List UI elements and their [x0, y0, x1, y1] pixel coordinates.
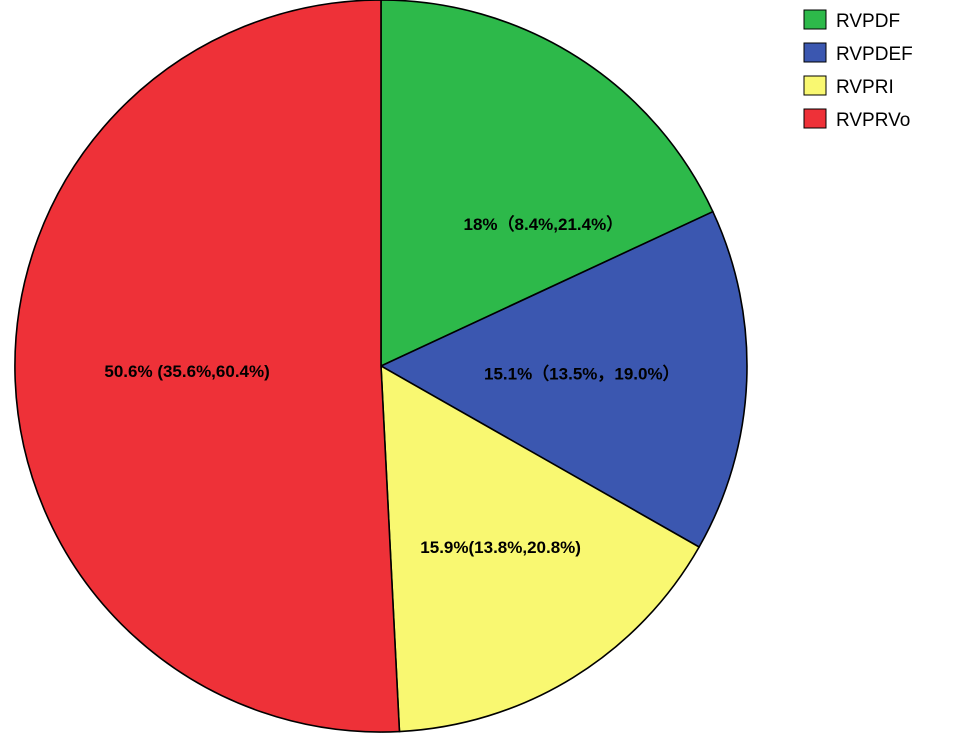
slice-label-rvpri: 15.9%(13.8%,20.8%) — [420, 538, 581, 557]
legend-swatch-rvpri — [803, 75, 827, 96]
pie-slice-rvpdef — [379, 210, 748, 549]
legend-label-rvpdef: RVPDEF — [836, 44, 913, 65]
legend-label-rvprvo: RVPRVo — [836, 110, 910, 131]
pie-slice-rvpdf — [380, 0, 714, 368]
pie-slice-rvprvo — [14, 0, 401, 733]
pie-slice-rvpri — [380, 364, 701, 733]
slice-labels: 18%（8.4%,21.4%） 15.1%（13.5%，19.0%） 15.9%(1… — [104, 214, 679, 557]
legend: RVPDF RVPDEF RVPRI RVPRVo — [803, 9, 913, 131]
slice-label-rvprvo: 50.6% (35.6%,60.4%) — [104, 362, 269, 381]
legend-swatch-rvprvo — [803, 108, 827, 129]
slice-label-rvpdef: 15.1%（13.5%，19.0%） — [484, 364, 680, 384]
legend-swatch-rvpdef — [803, 42, 827, 63]
pie-slices — [14, 0, 748, 733]
legend-label-rvpri: RVPRI — [836, 77, 894, 98]
slice-label-rvpdf: 18%（8.4%,21.4%） — [464, 214, 624, 234]
legend-swatch-rvpdf — [803, 9, 827, 30]
legend-label-rvpdf: RVPDF — [836, 11, 900, 32]
